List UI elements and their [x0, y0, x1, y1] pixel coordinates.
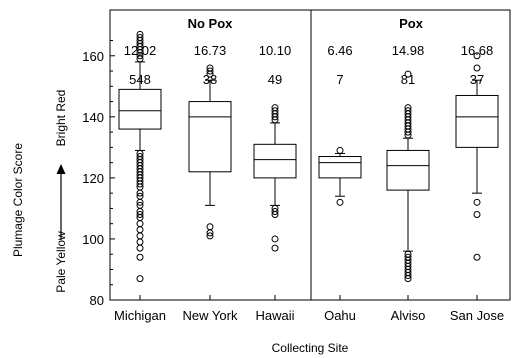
x-tick-label: San Jose — [450, 308, 504, 323]
outlier-point — [206, 64, 214, 72]
outlier-point — [473, 198, 481, 206]
iqr-box — [118, 88, 162, 130]
y-axis: 80 100 120 140 160 — [82, 40, 115, 308]
outlier-point — [136, 192, 144, 200]
top-value-label: 12.02 — [124, 43, 157, 58]
sample-size-label: 37 — [470, 72, 484, 87]
x-tick-label: Michigan — [114, 308, 166, 323]
y-tick-label: 80 — [90, 293, 104, 308]
outlier-point — [136, 211, 144, 219]
outlier-point — [271, 204, 279, 212]
x-tick-label: Hawaii — [255, 308, 294, 323]
outlier-point — [271, 235, 279, 243]
x-axis-label: Collecting Site — [272, 341, 349, 355]
sample-size-label: 7 — [336, 72, 343, 87]
top-value-label: 6.46 — [327, 43, 352, 58]
outlier-point — [136, 149, 144, 157]
plot-area-border — [109, 9, 511, 301]
iqr-box — [386, 149, 430, 191]
top-value-label: 10.10 — [259, 43, 292, 58]
box-oahu — [318, 146, 362, 206]
outlier-point — [136, 238, 144, 246]
outlier-point — [336, 146, 344, 154]
outlier-point — [473, 211, 481, 219]
x-tick-label: Oahu — [324, 308, 356, 323]
y-tick-label: 120 — [82, 171, 104, 186]
group-label-pox: Pox — [399, 16, 424, 31]
box-michigan — [118, 30, 162, 283]
outlier-point — [473, 52, 481, 60]
outlier-point — [136, 226, 144, 234]
outlier-point — [136, 232, 144, 240]
iqr-box — [188, 101, 232, 173]
y-tick-label: 140 — [82, 110, 104, 125]
top-value-label: 14.98 — [392, 43, 425, 58]
sample-size-label: 81 — [401, 72, 415, 87]
outlier-point — [136, 33, 144, 41]
outlier-point — [271, 104, 279, 112]
iqr-box — [318, 156, 362, 179]
outlier-point — [206, 223, 214, 231]
sample-size-label: 49 — [268, 72, 282, 87]
outlier-point — [136, 30, 144, 38]
group-label-no-pox: No Pox — [188, 16, 234, 31]
iqr-box — [253, 143, 297, 179]
outlier-point — [271, 107, 279, 115]
outlier-point — [136, 220, 144, 228]
up-arrow-icon — [56, 164, 66, 240]
outlier-point — [404, 253, 412, 261]
top-value-label: 16.68 — [461, 43, 494, 58]
outlier-point — [271, 207, 279, 215]
outlier-point — [136, 275, 144, 283]
x-tick-label: Alviso — [391, 308, 426, 323]
boxes — [118, 30, 499, 283]
outlier-point — [136, 153, 144, 161]
outlier-point — [136, 201, 144, 209]
outlier-point — [404, 70, 412, 78]
outlier-point — [404, 107, 412, 115]
x-tick-label: New York — [183, 308, 238, 323]
y-high-label: Bright Red — [54, 90, 68, 147]
x-axis: Michigan New York Hawaii Oahu Alviso San Jose — [114, 295, 504, 323]
outlier-point — [473, 253, 481, 261]
box-san-jose — [455, 52, 499, 261]
outlier-point — [271, 244, 279, 252]
box-new-york — [188, 64, 232, 240]
iqr-box — [455, 94, 499, 148]
top-value-label: 16.73 — [194, 43, 227, 58]
top-values-row: 12.02 16.73 10.10 6.46 14.98 16.68 — [124, 43, 494, 58]
box-hawaii — [253, 104, 297, 252]
outlier-point — [336, 198, 344, 206]
y-tick-label: 100 — [82, 232, 104, 247]
outlier-point — [206, 232, 214, 240]
outlier-point — [206, 67, 214, 75]
sample-size-label: 38 — [203, 72, 217, 87]
outlier-point — [136, 253, 144, 261]
plot-frame — [109, 9, 511, 301]
outlier-point — [136, 244, 144, 252]
outlier-point — [404, 104, 412, 112]
box-alviso — [386, 70, 430, 283]
y-tick-label: 160 — [82, 49, 104, 64]
y-low-label: Pale Yellow — [54, 231, 68, 293]
outlier-point — [473, 64, 481, 72]
outlier-point — [404, 250, 412, 258]
y-axis-label: Plumage Color Score — [11, 143, 25, 257]
sample-size-row: 548 38 49 7 81 37 — [129, 72, 484, 87]
